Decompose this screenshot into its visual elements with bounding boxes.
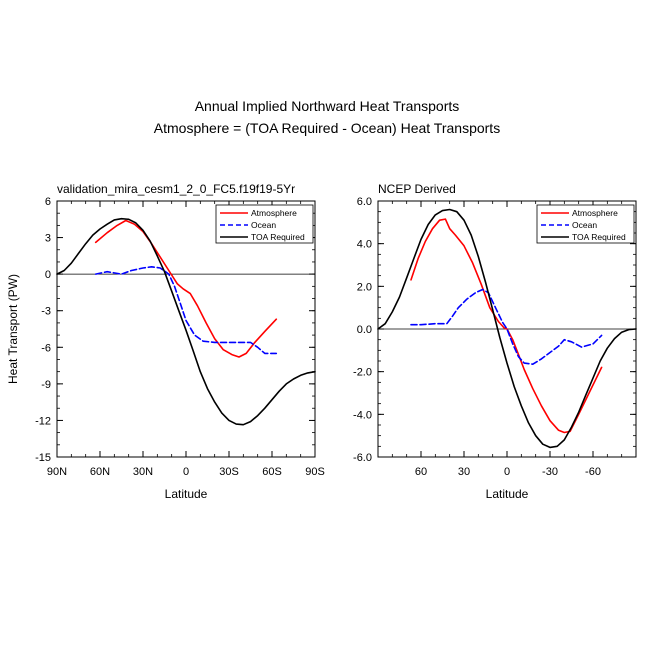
y-tick-label: 3 — [45, 233, 51, 245]
panel-title: NCEP Derived — [378, 182, 456, 196]
y-tick-label: 4.0 — [357, 239, 372, 251]
x-tick-label: 60N — [90, 466, 110, 478]
legend: Atmosphere Ocean TOA Required — [536, 204, 635, 244]
series-line-toa-required — [377, 208, 637, 449]
figure-title-line1: Annual Implied Northward Heat Transports — [195, 98, 460, 114]
x-tick-label: -60 — [585, 466, 601, 478]
legend-label: TOA Required — [572, 232, 626, 242]
y-axis-label: Heat Transport (PW) — [6, 274, 20, 384]
legend-label: Ocean — [251, 220, 276, 230]
x-axis-label: Latitude — [486, 487, 529, 501]
y-tick-label: -9 — [41, 379, 51, 391]
plot-frame — [377, 200, 637, 458]
x-tick-label: 30 — [458, 466, 470, 478]
x-tick-label: 30S — [219, 466, 239, 478]
x-tick-label: 60S — [262, 466, 282, 478]
x-tick-label: 0 — [504, 466, 510, 478]
y-tick-label: -15 — [35, 452, 51, 464]
x-axis-label: Latitude — [165, 487, 208, 501]
y-tick-label: 0.0 — [357, 324, 372, 336]
x-tick-label: 90N — [47, 466, 67, 478]
panel-title: validation_mira_cesm1_2_0_FC5.f19f19-5Yr — [57, 182, 295, 196]
y-tick-label: 0 — [45, 269, 51, 281]
x-tick-label: 60 — [415, 466, 427, 478]
y-tick-label: -6 — [41, 342, 51, 354]
y-tick-label: -3 — [41, 306, 51, 318]
y-tick-label: 6.0 — [357, 196, 372, 208]
y-tick-label: -6.0 — [353, 452, 372, 464]
figure-title-line2: Atmosphere = (TOA Required - Ocean) Heat… — [154, 120, 500, 136]
y-tick-label: -2.0 — [353, 367, 372, 379]
series-line-toa-required — [56, 217, 316, 426]
x-tick-label: 90S — [305, 466, 325, 478]
panel-model: validation_mira_cesm1_2_0_FC5.f19f19-5Yr… — [6, 182, 325, 501]
y-tick-label: 6 — [45, 196, 51, 208]
panel-ncep: NCEP Derived Latitude 6.0 4.0 2.0 0.0 -2.0 -4… — [353, 182, 637, 501]
y-tick-label: 2.0 — [357, 281, 372, 293]
series-line-ocean — [94, 265, 278, 355]
legend-label: Ocean — [572, 220, 597, 230]
legend-label: Atmosphere — [251, 208, 297, 218]
y-tick-label: -4.0 — [353, 409, 372, 421]
legend-label: TOA Required — [251, 232, 305, 242]
x-tick-label: -30 — [542, 466, 558, 478]
x-tick-label: 30N — [133, 466, 153, 478]
legend: Atmosphere Ocean TOA Required — [215, 204, 314, 244]
legend-label: Atmosphere — [572, 208, 618, 218]
series-line-ocean — [410, 288, 603, 366]
y-tick-label: -12 — [35, 415, 51, 427]
x-tick-label: 0 — [183, 466, 189, 478]
series-line-atmosphere — [410, 218, 603, 434]
plot-frame — [56, 200, 316, 458]
series-line-atmosphere — [94, 219, 278, 358]
